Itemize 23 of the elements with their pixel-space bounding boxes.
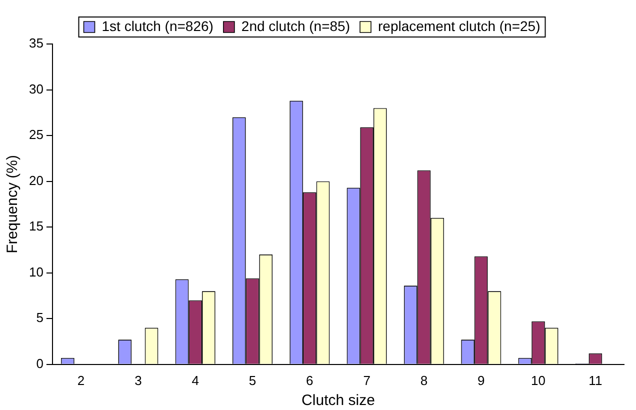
- x-tick-label: 10: [531, 372, 546, 388]
- x-tick-label: 4: [192, 372, 199, 388]
- x-tick-label: 11: [588, 372, 602, 388]
- x-tick-label: 2: [77, 372, 85, 388]
- x-tick-label: 7: [363, 372, 370, 388]
- y-tick-label: 25: [28, 127, 44, 142]
- x-tick-label: 9: [478, 372, 485, 388]
- y-tick-label: 35: [28, 36, 44, 51]
- y-tick-label: 10: [28, 264, 44, 280]
- y-tick-label: 20: [28, 172, 44, 188]
- x-tick-label: 3: [134, 372, 142, 388]
- x-tick-label: 5: [248, 372, 256, 388]
- y-tick-label: 5: [36, 310, 44, 326]
- y-tick-label: 30: [28, 81, 44, 96]
- legend-label: 2nd clutch (n=85): [241, 18, 350, 34]
- x-tick-label: 8: [420, 372, 428, 388]
- y-tick-label: 0: [36, 356, 44, 371]
- legend-label: replacement clutch (n=25): [378, 18, 540, 34]
- x-tick-label: 6: [306, 372, 314, 388]
- y-axis-title: Frequency (%): [4, 155, 22, 254]
- x-axis-title: Clutch size: [302, 392, 375, 410]
- legend-label: 1st clutch (n=826): [102, 18, 214, 34]
- y-tick-label: 15: [28, 218, 44, 234]
